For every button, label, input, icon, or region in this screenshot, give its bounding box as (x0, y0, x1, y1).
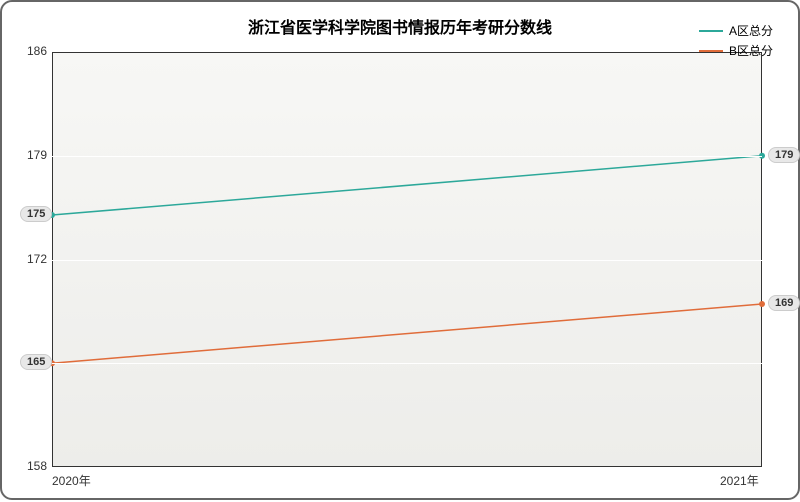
gridline (52, 363, 762, 364)
series-marker (759, 301, 765, 307)
series-line (52, 304, 762, 363)
y-tick-label: 158 (12, 459, 47, 473)
y-tick-label: 172 (12, 252, 47, 266)
y-tick-label: 186 (12, 44, 47, 58)
data-label: 175 (20, 206, 52, 222)
data-label: 179 (768, 147, 800, 163)
chart-container: 浙江省医学科学院图书情报历年考研分数线 A区总分 B区总分 1581651721… (0, 0, 800, 500)
gridline (52, 156, 762, 157)
y-tick-label: 179 (12, 148, 47, 162)
gridline (52, 260, 762, 261)
data-label: 165 (20, 354, 52, 370)
chart-lines (2, 2, 800, 502)
x-tick-label: 2020年 (52, 472, 91, 489)
series-line (52, 156, 762, 215)
data-label: 169 (768, 295, 800, 311)
x-tick-label: 2021年 (720, 472, 759, 489)
